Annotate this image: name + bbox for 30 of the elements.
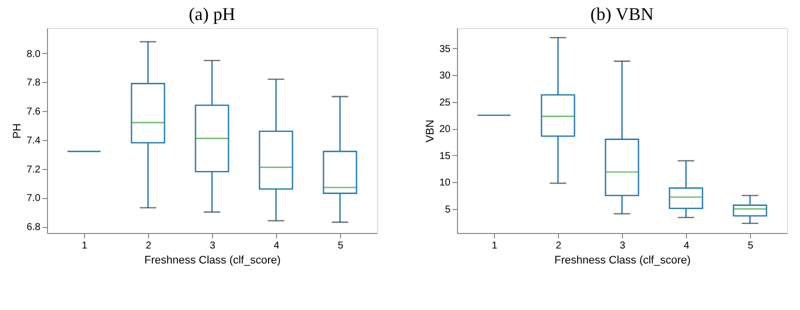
y-tick-label: 7.6: [26, 106, 41, 118]
y-tick-label: 20: [439, 124, 451, 136]
x-tick-label: 5: [338, 240, 344, 252]
y-tick-label: 35: [439, 44, 451, 55]
y-tick-label: 8.0: [26, 48, 41, 60]
x-tick-label: 5: [748, 240, 754, 252]
x-tick-label: 3: [620, 240, 626, 252]
y-tick-label: 7.0: [26, 193, 41, 204]
x-tick-label: 2: [146, 240, 152, 252]
y-tick-label: 10: [439, 178, 451, 189]
y-tick-label: 15: [439, 150, 451, 162]
y-axis-title: VBN: [424, 120, 436, 142]
y-tick-label: 30: [439, 70, 451, 82]
y-tick-label: 7.8: [26, 78, 41, 89]
chart-title: (b) VBN: [590, 4, 654, 24]
y-tick-label: 7.2: [26, 164, 41, 176]
x-tick-label: 4: [684, 240, 690, 252]
chart-title: (a) pH: [188, 4, 236, 24]
x-tick-label: 4: [274, 240, 280, 252]
y-tick-label: 5: [444, 204, 451, 216]
y-axis-title: PH: [12, 123, 24, 139]
x-tick-label: 1: [82, 240, 88, 252]
x-axis-title: Freshness Class (clf_score): [144, 254, 281, 266]
x-tick-label: 2: [556, 240, 562, 252]
x-tick-label: 1: [492, 240, 498, 252]
x-tick-label: 3: [210, 240, 216, 252]
y-tick-label: 7.4: [26, 135, 41, 146]
x-axis-title: Freshness Class (clf_score): [554, 254, 691, 266]
y-tick-label: 25: [439, 97, 451, 108]
y-tick-label: 6.8: [26, 222, 41, 234]
